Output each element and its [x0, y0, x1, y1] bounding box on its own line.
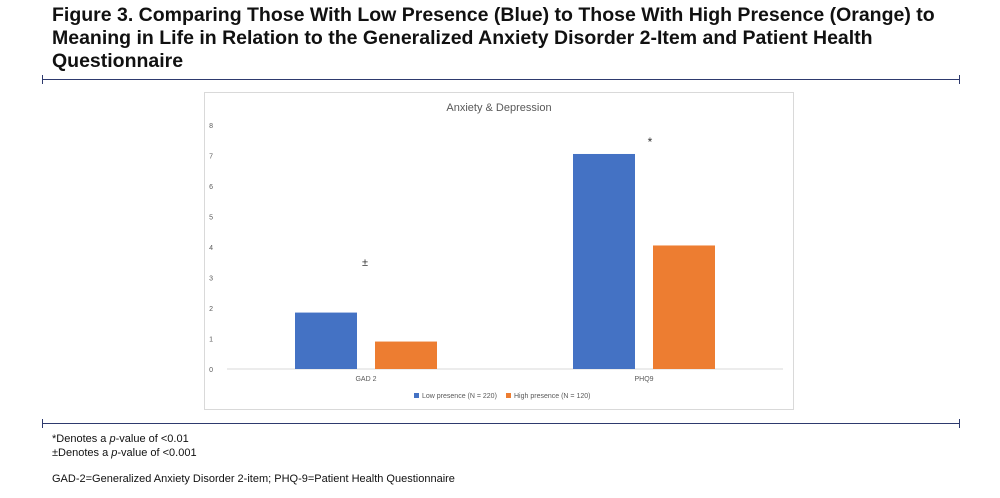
footnote-star-p: p — [109, 433, 116, 445]
y-tick-label: 0 — [209, 367, 213, 374]
footnote-star-suffix: -value of <0.01 — [115, 433, 189, 445]
bottom-rule — [42, 419, 960, 428]
legend: Low presence (N = 220) High presence (N … — [414, 393, 590, 400]
footnote-dagger-prefix: ±Denotes a — [52, 447, 112, 459]
y-axis-ticks: 0 1 2 3 4 5 6 7 8 — [209, 123, 213, 374]
y-tick-label: 4 — [209, 245, 213, 252]
y-tick-label: 2 — [209, 306, 213, 313]
x-axis-labels: GAD 2 PHQ9 — [355, 376, 653, 383]
y-tick-label: 1 — [209, 337, 213, 344]
footnote-dagger-suffix: -value of <0.001 — [117, 447, 197, 459]
chart-frame: Anxiety & Depression 0 1 2 3 4 5 6 7 8 GAD 2 PHQ9… — [204, 92, 794, 410]
annotation-gad2: ± — [362, 257, 368, 269]
bar-low-presence-phq9 — [573, 153, 635, 369]
footnote-dagger-p: p — [111, 447, 118, 459]
legend-label-high: High presence (N = 120) — [514, 393, 590, 400]
bars-group — [295, 153, 715, 369]
bar-low-presence-gad2 — [295, 312, 357, 369]
bar-chart: Anxiety & Depression 0 1 2 3 4 5 6 7 8 GAD 2 PHQ9… — [209, 102, 783, 400]
footnote-dagger: ±Denotes a p-value of <0.001 — [52, 446, 455, 460]
footnote-star-prefix: *Denotes a — [52, 433, 110, 445]
chart-title: Anxiety & Depression — [446, 102, 551, 114]
top-rule — [42, 75, 960, 84]
annotation-phq9: * — [648, 135, 653, 149]
bar-high-presence-phq9 — [653, 245, 715, 369]
x-tick-label: PHQ9 — [634, 376, 653, 383]
x-tick-label: GAD 2 — [355, 376, 376, 383]
legend-swatch-low — [414, 393, 419, 398]
figure-title: Figure 3. Comparing Those With Low Prese… — [52, 4, 935, 72]
footnote-gap — [52, 460, 455, 472]
legend-label-low: Low presence (N = 220) — [422, 393, 497, 400]
y-tick-label: 8 — [209, 123, 213, 130]
bar-high-presence-gad2 — [375, 341, 437, 369]
footnote-star: *Denotes a p-value of <0.01 — [52, 432, 455, 446]
legend-swatch-high — [506, 393, 511, 398]
footnotes: *Denotes a p-value of <0.01 ±Denotes a p… — [52, 432, 455, 486]
y-tick-label: 7 — [209, 154, 213, 161]
y-tick-label: 6 — [209, 184, 213, 191]
y-tick-label: 3 — [209, 276, 213, 283]
y-tick-label: 5 — [209, 215, 213, 222]
footnote-abbreviations: GAD-2=Generalized Anxiety Disorder 2-ite… — [52, 473, 455, 485]
